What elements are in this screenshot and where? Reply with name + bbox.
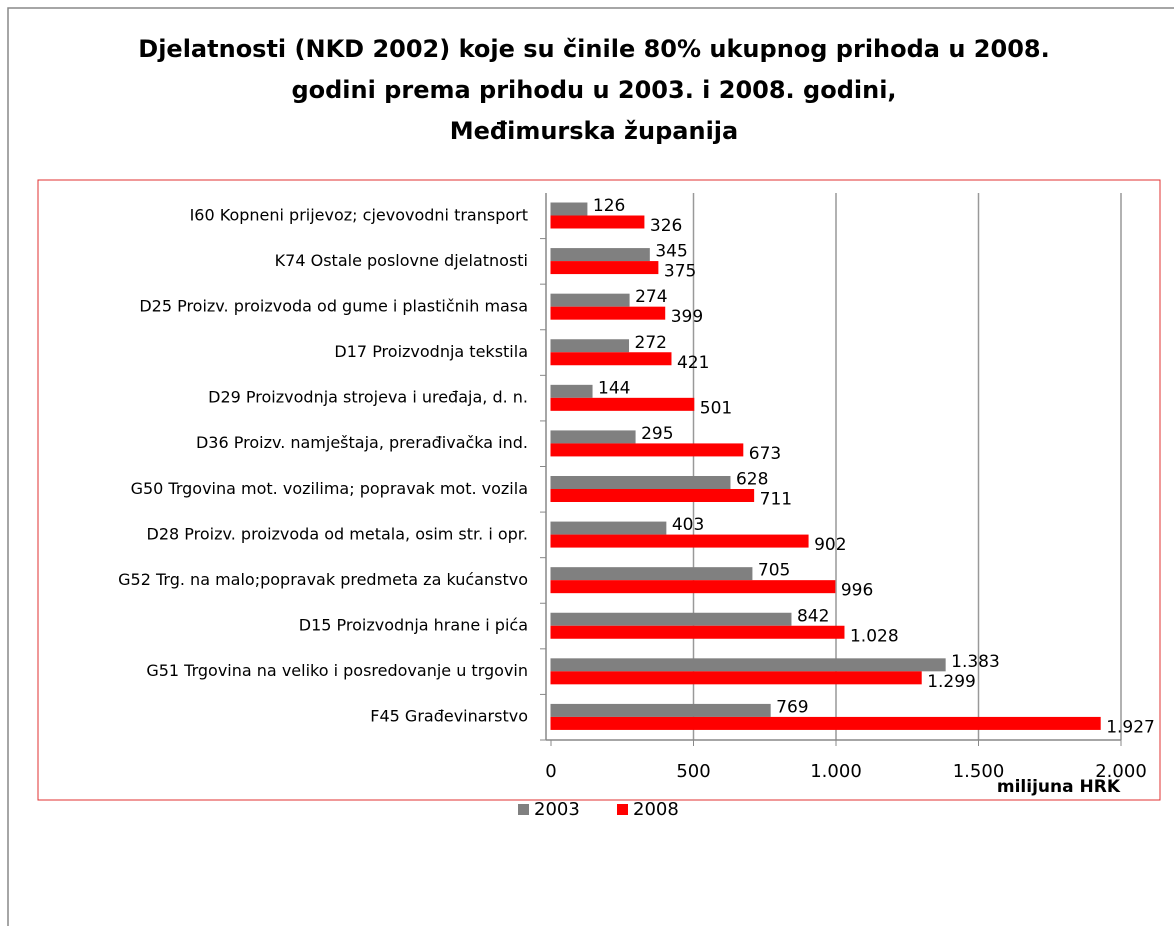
y-tick-label: G52 Trg. na malo;popravak predmeta za ku… — [118, 570, 528, 589]
y-tick-label: I60 Kopneni prijevoz; cjevovodni transpo… — [190, 205, 528, 224]
bar — [550, 248, 650, 262]
value-label: 711 — [760, 490, 792, 510]
bar — [550, 567, 753, 581]
bar — [550, 716, 1101, 730]
bar — [550, 306, 666, 320]
value-label: 274 — [635, 287, 667, 307]
value-label: 902 — [814, 535, 846, 555]
bar — [550, 384, 593, 398]
bar — [550, 534, 809, 548]
value-label: 126 — [593, 196, 625, 216]
value-label: 295 — [641, 424, 673, 444]
x-tick-label: 1.500 — [953, 761, 1005, 782]
bar — [550, 443, 744, 457]
bar — [550, 293, 630, 307]
bar — [550, 580, 836, 594]
bar — [550, 625, 845, 639]
chart-title: godini prema prihodu u 2003. i 2008. god… — [291, 76, 896, 104]
bar — [550, 202, 588, 216]
bar — [550, 261, 659, 275]
value-label: 673 — [749, 444, 781, 464]
x-tick-label: 2.000 — [1095, 761, 1147, 782]
y-tick-label: D25 Proizv. proizvoda od gume i plastičn… — [139, 296, 528, 315]
bar — [550, 352, 672, 366]
y-tick-label: D17 Proizvodnja tekstila — [334, 342, 528, 361]
y-tick-label: F45 Građevinarstvo — [370, 707, 528, 726]
y-tick-label: D29 Proizvodnja strojeva i uređaja, d. n… — [208, 388, 528, 407]
bar — [550, 489, 755, 502]
x-tick-label: 500 — [676, 761, 710, 782]
value-label: 628 — [736, 470, 768, 490]
y-tick-label: D15 Proizvodnja hrane i pića — [299, 616, 528, 635]
chart-title: Međimurska županija — [450, 117, 738, 145]
value-label: 1.383 — [951, 652, 1000, 672]
chart-title: Djelatnosti (NKD 2002) koje su činile 80… — [138, 35, 1049, 63]
bar — [550, 521, 667, 535]
axis-label: milijuna HRK — [997, 777, 1121, 797]
value-label: 996 — [841, 581, 873, 601]
value-label: 1.028 — [850, 626, 899, 646]
value-label: 705 — [758, 561, 790, 581]
value-label: 421 — [677, 353, 709, 373]
value-label: 842 — [797, 606, 829, 626]
y-tick-label: G50 Trgovina mot. vozilima; popravak mot… — [131, 479, 528, 498]
value-label: 345 — [655, 242, 687, 262]
bar — [550, 612, 792, 626]
x-tick-label: 1.000 — [810, 761, 862, 782]
y-tick-label: G51 Trgovina na veliko i posredovanje u … — [146, 661, 528, 680]
x-tick-label: 0 — [545, 761, 556, 782]
bar — [550, 476, 731, 489]
bar — [550, 703, 771, 717]
value-label: 501 — [700, 398, 732, 418]
value-label: 1.927 — [1106, 717, 1155, 737]
plot-frame — [37, 179, 1161, 801]
value-label: 375 — [664, 262, 696, 282]
bar — [550, 397, 695, 411]
bar — [550, 215, 645, 229]
bar — [550, 671, 922, 685]
y-tick-label: D28 Proizv. proizvoda od metala, osim st… — [147, 524, 528, 543]
value-label: 769 — [776, 697, 808, 717]
value-label: 272 — [635, 333, 667, 353]
value-label: 144 — [598, 378, 630, 398]
bar — [550, 658, 946, 672]
value-label: 399 — [671, 307, 703, 327]
bar — [550, 339, 630, 353]
y-tick-label: D36 Proizv. namještaja, prerađivačka ind… — [196, 433, 528, 452]
value-label: 1.299 — [927, 672, 976, 692]
legend-label: 2003 — [534, 799, 580, 820]
y-tick-label: K74 Ostale poslovne djelatnosti — [275, 251, 528, 270]
value-label: 403 — [672, 515, 704, 535]
legend-swatch — [518, 804, 529, 815]
bar — [550, 430, 636, 444]
frame — [7, 7, 1174, 926]
legend-swatch — [617, 804, 628, 815]
value-label: 326 — [650, 216, 682, 236]
legend-label: 2008 — [633, 799, 679, 820]
